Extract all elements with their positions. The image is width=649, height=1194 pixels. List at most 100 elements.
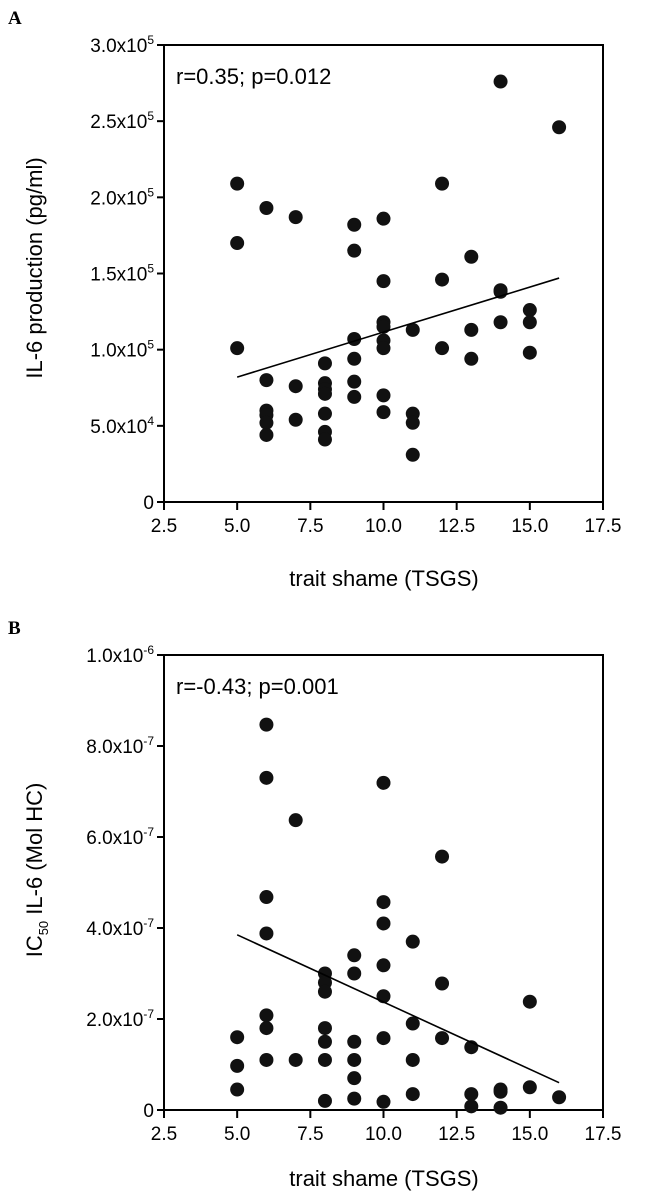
x-tick-label: 15.0 [511,1124,548,1145]
data-point [435,341,450,356]
y-tick-label: 8.0x10-7 [86,734,154,758]
data-point [230,1058,245,1073]
data-point [288,210,303,225]
x-axis-title-b: trait shame (TSGS) [289,1166,478,1191]
data-point [347,1034,362,1049]
data-point [435,176,450,191]
scatter-points-b [230,717,567,1115]
data-point [347,351,362,366]
data-point [522,345,537,360]
data-point [376,274,391,289]
stat-annotation-b: r=-0.43; p=0.001 [176,674,339,699]
y-tick-exponent: -7 [143,734,154,748]
data-point [376,916,391,931]
data-point [259,770,274,785]
x-tick-label: 7.5 [297,516,323,537]
data-point [288,1052,303,1067]
data-point [317,1021,332,1036]
data-point [493,74,508,89]
data-point [405,1052,420,1067]
data-point [552,1090,567,1105]
data-point [230,176,245,191]
data-point [522,315,537,330]
data-point [376,775,391,790]
data-point [259,1052,274,1067]
y-tick-exponent: 5 [147,109,154,123]
x-tick-label: 10.0 [365,516,402,537]
data-point [347,1052,362,1067]
y-tick-exponent: 4 [147,414,154,428]
data-point [317,1052,332,1067]
data-point [347,948,362,963]
data-point [376,958,391,973]
data-point [435,849,450,864]
data-point [259,373,274,388]
x-ticks-a: 2.5 5.0 7.5 10.0 12.5 15.0 17.5 [151,502,621,537]
data-point [435,976,450,991]
data-point [288,379,303,394]
data-point [464,351,479,366]
data-point [259,1021,274,1036]
data-point [435,1031,450,1046]
data-point [317,386,332,401]
y-tick-label: 6.0x10-7 [86,825,154,849]
x-tick-label: 5.0 [224,516,250,537]
y-tick-mantissa: 3.0x10 [90,36,147,57]
data-point [317,1034,332,1049]
data-point [552,120,567,135]
data-point [405,934,420,949]
y-tick-exponent: 5 [147,185,154,199]
y-ticks-b: 02.0x10-74.0x10-76.0x10-78.0x10-71.0x10-… [86,643,164,1122]
y-tick-mantissa: 2.0x10 [90,188,147,209]
y-tick-mantissa: 0 [143,1101,154,1122]
y-tick-mantissa: 5.0x10 [90,417,147,438]
y-tick-mantissa: 1.0x10 [86,646,143,667]
data-point [347,1091,362,1106]
data-point [493,315,508,330]
panel-label-b: B [8,618,21,639]
data-point [317,432,332,447]
data-point [405,447,420,462]
data-point [259,1008,274,1023]
y-tick-mantissa: 6.0x10 [86,828,143,849]
data-point [230,1030,245,1045]
data-point [522,1080,537,1095]
x-tick-label: 7.5 [297,1124,323,1145]
y-tick-exponent: -6 [143,643,154,657]
panel-a: A 05.0x1041.0x1051.5x1052.0x1052.5x1053.… [8,8,621,591]
data-point [376,1031,391,1046]
data-point [259,890,274,905]
data-point [376,895,391,910]
data-point [464,1099,479,1114]
data-point [259,717,274,732]
x-tick-label: 17.5 [585,1124,622,1145]
y-tick-label: 3.0x105 [90,33,154,57]
regression-line-b [236,934,560,1084]
y-axis-title-a: IL-6 production (pg/ml) [22,157,47,378]
data-point [347,243,362,258]
y-tick-exponent: -7 [143,916,154,930]
y-tick-mantissa: 2.5x10 [90,112,147,133]
data-point [347,966,362,981]
y-tick-label: 1.0x105 [90,338,154,362]
panel-label-a: A [8,8,22,29]
y-tick-label: 2.0x10-7 [86,1007,154,1031]
data-point [317,1093,332,1108]
y-tick-label: 0 [143,493,154,514]
data-point [230,236,245,251]
data-point [259,200,274,215]
data-point [464,249,479,264]
x-tick-label: 12.5 [438,516,475,537]
data-point [288,412,303,427]
data-point [259,427,274,442]
x-ticks-b: 2.5 5.0 7.5 10.0 12.5 15.0 17.5 [151,1110,622,1145]
data-point [347,1071,362,1086]
data-point [230,341,245,356]
data-point [347,217,362,232]
x-tick-label: 12.5 [438,1124,475,1145]
y-tick-mantissa: 8.0x10 [86,737,143,758]
y-tick-exponent: 5 [147,338,154,352]
y-axis-title-b-main: IC [22,935,47,957]
data-point [347,374,362,389]
